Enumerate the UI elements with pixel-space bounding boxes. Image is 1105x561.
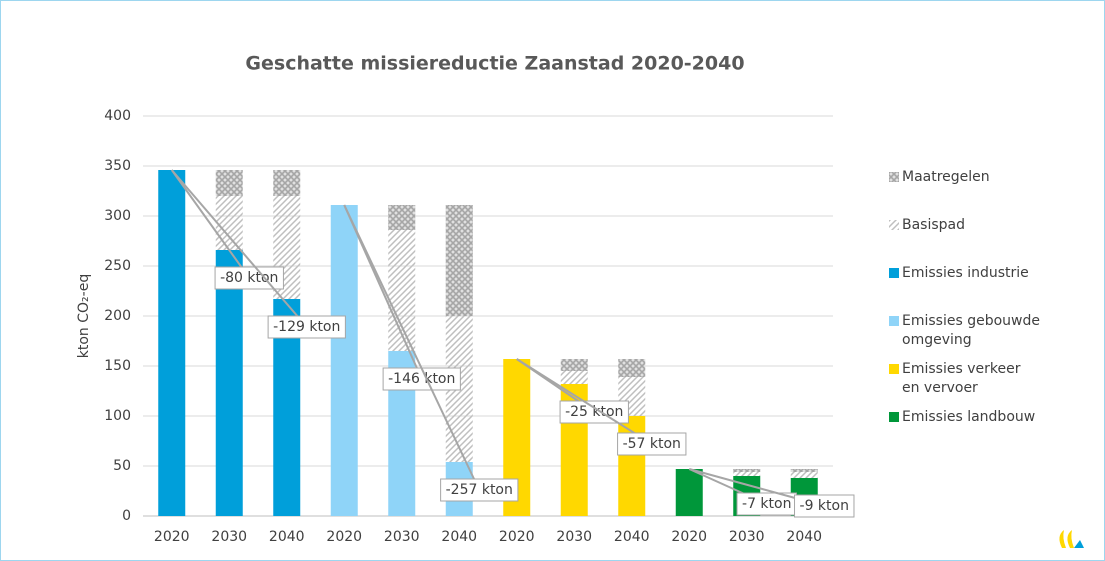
legend-swatch	[889, 412, 899, 422]
trend-line	[516, 358, 653, 445]
bar-segment	[790, 472, 818, 478]
x-tick-label: 2020	[499, 529, 535, 545]
x-tick-label: 2020	[154, 529, 190, 545]
x-tick-label: 2040	[786, 529, 822, 545]
legend-label: Maatregelen	[902, 169, 990, 185]
y-tick-label: 350	[104, 158, 131, 174]
legend-label: Emissies gebouwde omgeving	[902, 313, 1040, 348]
bar-segment	[618, 359, 646, 377]
bar-segment	[158, 170, 186, 516]
y-tick-label: 250	[104, 258, 131, 274]
x-tick-label: 2030	[729, 529, 765, 545]
bar-segment	[273, 170, 301, 196]
bar-segment	[733, 469, 761, 472]
bar-segment	[388, 230, 416, 351]
y-tick-label: 200	[104, 308, 131, 324]
trend-line	[170, 169, 308, 328]
annotation: -25 kton	[565, 404, 623, 420]
annotation: -129 kton	[273, 319, 340, 335]
annotation: -80 kton	[220, 270, 278, 286]
y-axis-label: kton CO₂-eq	[76, 274, 92, 358]
x-tick-label: 2030	[556, 529, 592, 545]
annotation: -9 kton	[800, 498, 849, 514]
legend-label: Emissies verkeer en vervoer	[902, 361, 1021, 396]
bar-segment	[790, 469, 818, 472]
annotation: -146 kton	[388, 371, 455, 387]
logo	[1059, 530, 1084, 548]
legend-swatch	[889, 172, 899, 182]
x-tick-label: 2030	[384, 529, 420, 545]
y-tick-label: 0	[122, 508, 131, 524]
bar-segment	[215, 196, 243, 250]
bar-segment	[330, 205, 358, 516]
annotation: -257 kton	[446, 482, 513, 498]
bar-segment	[445, 205, 473, 316]
bar-segment	[560, 359, 588, 371]
bar-segment	[733, 472, 761, 476]
y-tick-label: 150	[104, 358, 131, 374]
annotation-box	[214, 266, 284, 290]
bar-segment	[388, 205, 416, 230]
bar-segment	[215, 250, 243, 516]
legend-swatch	[889, 316, 899, 326]
x-tick-label: 2030	[211, 529, 247, 545]
legend-swatch	[889, 220, 899, 230]
annotation: -7 kton	[742, 496, 791, 512]
bar-segment	[560, 371, 588, 384]
y-tick-label: 400	[104, 108, 131, 124]
x-tick-label: 2040	[441, 529, 477, 545]
y-tick-label: 100	[104, 408, 131, 424]
annotation-box	[440, 478, 519, 502]
bar-segment	[675, 469, 703, 516]
legend-label: Basispad	[902, 217, 965, 233]
legend-label: Emissies industrie	[902, 265, 1029, 281]
annotation-box	[267, 315, 346, 339]
y-tick-label: 50	[113, 458, 131, 474]
legend-swatch	[889, 268, 899, 278]
legend-swatch	[889, 364, 899, 374]
chart-title: Geschatte missiereductie Zaanstad 2020-2…	[245, 53, 744, 75]
x-tick-label: 2040	[269, 529, 305, 545]
legend-label: Emissies landbouw	[902, 409, 1035, 425]
x-tick-label: 2040	[614, 529, 650, 545]
x-tick-label: 2020	[326, 529, 362, 545]
trend-line	[343, 204, 481, 491]
x-tick-label: 2020	[671, 529, 707, 545]
annotation-box	[617, 432, 687, 456]
y-tick-label: 300	[104, 208, 131, 224]
annotation: -57 kton	[623, 436, 681, 452]
bar-segment	[215, 170, 243, 196]
annotation-box	[794, 494, 855, 518]
trend-line	[170, 169, 251, 279]
